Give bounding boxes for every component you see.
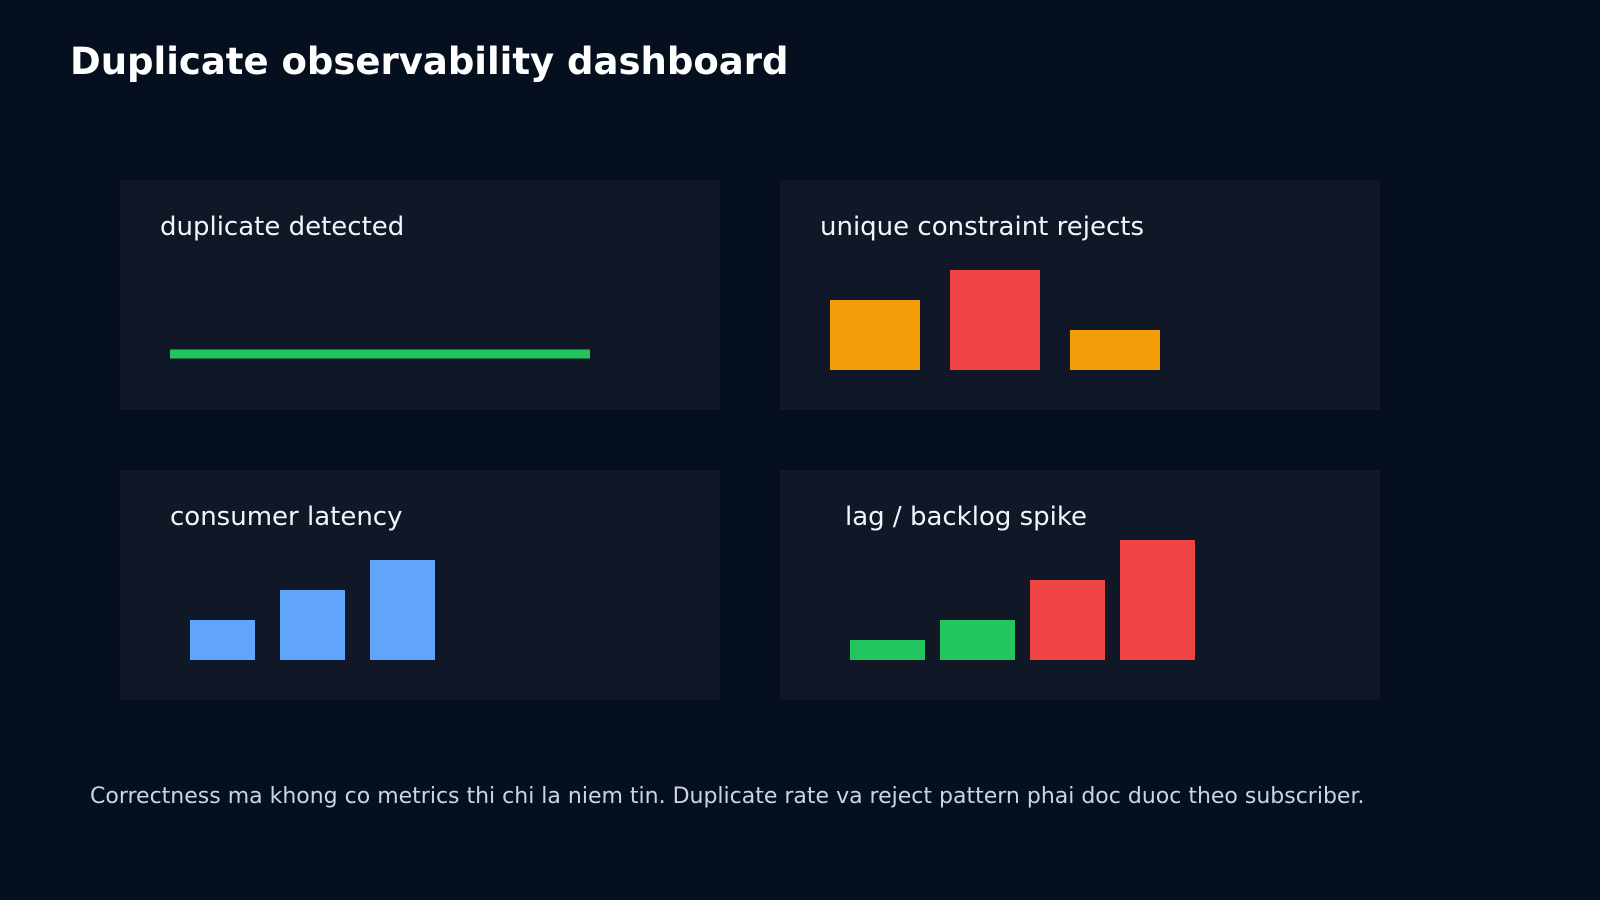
lag-backlog-spike-bar-4 (1120, 540, 1195, 660)
unique-constraint-rejects-bar-1 (830, 300, 920, 370)
consumer-latency-chart (190, 560, 435, 660)
panel-title-consumer-latency: consumer latency (170, 502, 403, 532)
consumer-latency-bar-3 (370, 560, 435, 660)
panel-duplicate-detected: duplicate detected (120, 180, 720, 410)
lag-backlog-spike-bar-2 (940, 620, 1015, 660)
lag-backlog-spike-chart (850, 540, 1195, 660)
page-title: Duplicate observability dashboard (70, 40, 789, 83)
consumer-latency-bar-2 (280, 590, 345, 660)
lag-backlog-spike-bar-3 (1030, 580, 1105, 660)
panel-unique-constraint-rejects: unique constraint rejects (780, 180, 1380, 410)
unique-constraint-rejects-bar-2 (950, 270, 1040, 370)
duplicate-detected-chart (170, 349, 590, 359)
panel-title-duplicate-detected: duplicate detected (160, 212, 405, 242)
consumer-latency-bar-1 (190, 620, 255, 660)
lag-backlog-spike-bar-1 (850, 640, 925, 660)
panel-title-unique-constraint-rejects: unique constraint rejects (820, 212, 1144, 242)
panel-lag-backlog-spike: lag / backlog spike (780, 470, 1380, 700)
panel-consumer-latency: consumer latency (120, 470, 720, 700)
panel-title-lag-backlog-spike: lag / backlog spike (845, 502, 1088, 532)
unique-constraint-rejects-chart (830, 270, 1160, 370)
unique-constraint-rejects-bar-3 (1070, 330, 1160, 370)
footer-note: Correctness ma khong co metrics thi chi … (90, 784, 1365, 809)
